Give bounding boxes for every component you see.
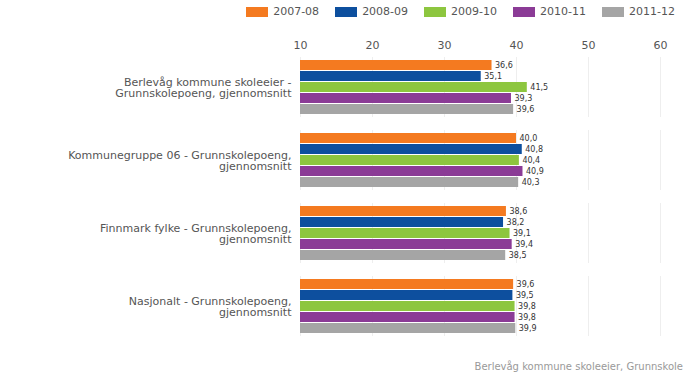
- svg-text:39,6: 39,6: [517, 280, 535, 289]
- svg-text:38,5: 38,5: [509, 251, 527, 260]
- svg-text:41,5: 41,5: [530, 83, 548, 92]
- svg-text:30: 30: [438, 39, 452, 52]
- html-text:2007-08: 2007-08: [273, 4, 320, 18]
- svg-text:40,4: 40,4: [522, 156, 540, 165]
- svg-text:39,8: 39,8: [518, 313, 536, 322]
- svg-text:50: 50: [582, 39, 596, 52]
- svg-text:Berlevåg kommune skoleeier -Gr: Berlevåg kommune skoleeier -Grunnskolepo…: [115, 76, 292, 100]
- svg-text:39,3: 39,3: [514, 94, 532, 103]
- html-text:2010-11: 2010-11: [540, 4, 586, 18]
- svg-text:Finnmark fylke - Grunnskolepoe: Finnmark fylke - Grunnskolepoeng,gjennom…: [100, 222, 292, 246]
- svg-text:39,4: 39,4: [515, 240, 533, 249]
- html-text:2011-12: 2011-12: [629, 4, 675, 18]
- svg-text:60: 60: [654, 39, 668, 52]
- svg-text:40: 40: [510, 39, 524, 52]
- svg-text:39,1: 39,1: [513, 229, 531, 238]
- svg-text:40,8: 40,8: [525, 145, 543, 154]
- svg-text:35,1: 35,1: [484, 72, 502, 81]
- svg-text:Kommunegruppe 06 - Grunnskolep: Kommunegruppe 06 - Grunnskolepoeng,gjenn…: [68, 149, 292, 173]
- svg-text:39,5: 39,5: [516, 291, 534, 300]
- svg-text:39,9: 39,9: [519, 324, 537, 333]
- svg-text:Nasjonalt - Grunnskolepoeng,gj: Nasjonalt - Grunnskolepoeng,gjennomsnitt: [129, 295, 292, 319]
- svg-text:20: 20: [366, 39, 380, 52]
- svg-text:10: 10: [294, 39, 308, 52]
- svg-text:40,3: 40,3: [522, 178, 540, 187]
- svg-text:39,6: 39,6: [517, 105, 535, 114]
- svg-text:39,8: 39,8: [518, 302, 536, 311]
- svg-text:38,2: 38,2: [507, 218, 525, 227]
- svg-text:36,6: 36,6: [495, 61, 513, 70]
- html-text:2008-09: 2008-09: [362, 4, 409, 18]
- html-text:2009-10: 2009-10: [451, 4, 498, 18]
- html-text:Berlevåg kommune skoleeier, Gr: Berlevåg kommune skoleeier, Grunnskole: [474, 361, 683, 372]
- svg-text:40,9: 40,9: [526, 167, 544, 176]
- svg-text:40,0: 40,0: [520, 134, 538, 143]
- svg-text:38,6: 38,6: [509, 207, 527, 216]
